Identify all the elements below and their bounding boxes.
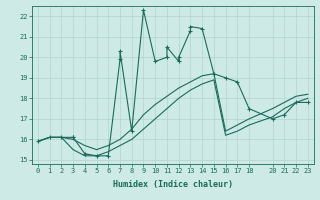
X-axis label: Humidex (Indice chaleur): Humidex (Indice chaleur) — [113, 180, 233, 189]
